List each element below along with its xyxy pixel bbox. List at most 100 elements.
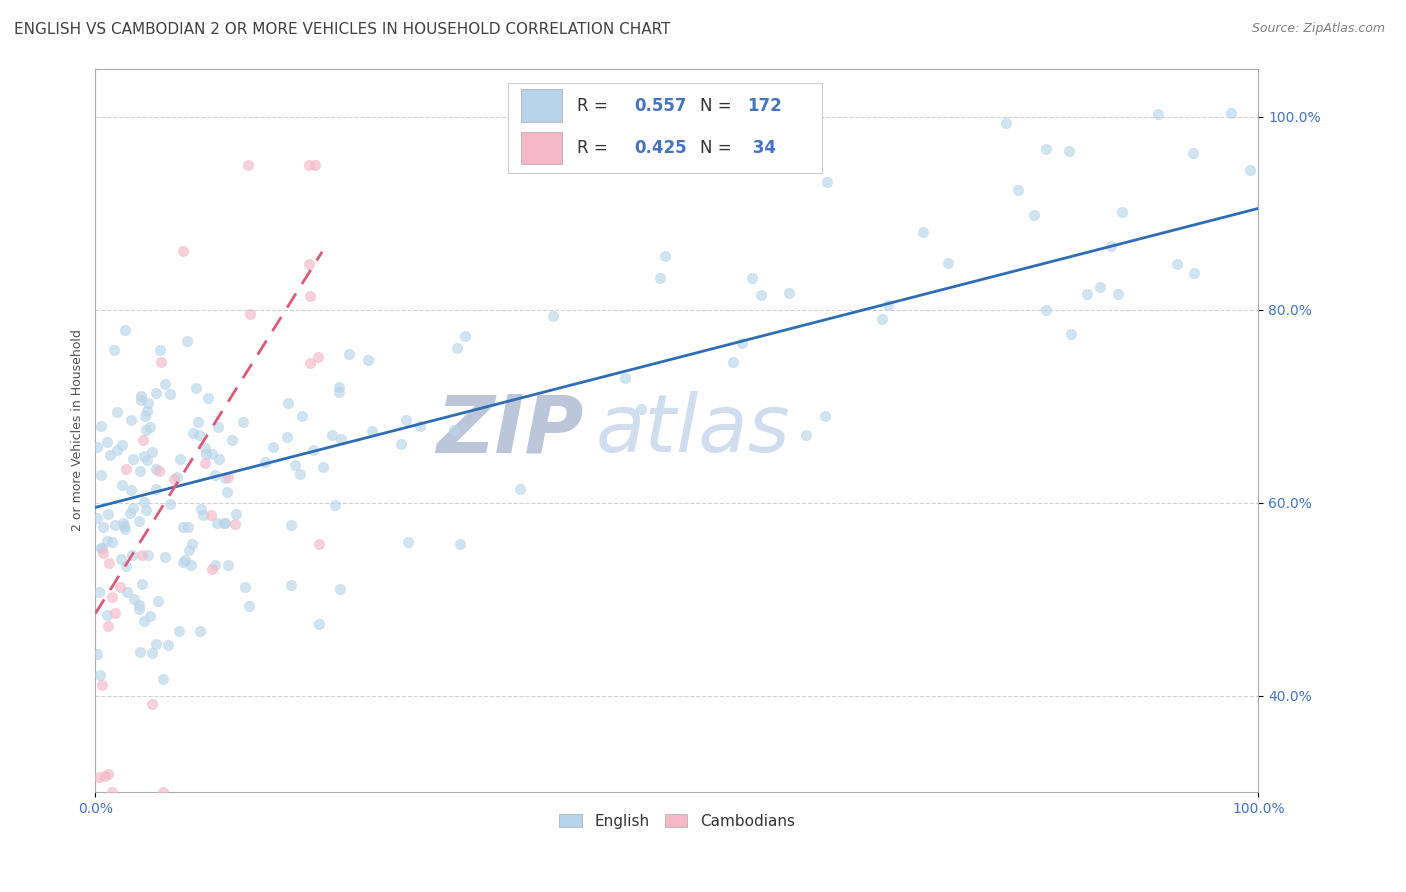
Point bbox=[214, 471, 236, 485]
Point bbox=[1090, 280, 1112, 294]
Point bbox=[280, 517, 302, 532]
Point bbox=[148, 464, 170, 478]
Point bbox=[912, 225, 935, 239]
Point bbox=[153, 377, 176, 392]
Point bbox=[217, 469, 239, 483]
Point bbox=[89, 667, 111, 681]
Point bbox=[329, 582, 352, 597]
Point bbox=[214, 516, 236, 530]
Point bbox=[302, 443, 325, 458]
Y-axis label: 2 or more Vehicles in Household: 2 or more Vehicles in Household bbox=[72, 329, 84, 531]
Point bbox=[101, 785, 124, 799]
Point bbox=[191, 508, 214, 522]
Point bbox=[205, 516, 228, 531]
Text: Source: ZipAtlas.com: Source: ZipAtlas.com bbox=[1251, 22, 1385, 36]
Point bbox=[184, 381, 207, 395]
Point bbox=[201, 447, 224, 461]
Point bbox=[91, 546, 114, 560]
Point bbox=[135, 503, 157, 517]
Point bbox=[120, 413, 142, 427]
Point bbox=[630, 402, 652, 417]
Point bbox=[360, 424, 382, 438]
Point bbox=[141, 445, 163, 459]
Point bbox=[1007, 183, 1029, 197]
Point bbox=[110, 552, 132, 566]
Point bbox=[163, 472, 186, 486]
Point bbox=[321, 427, 343, 442]
Point bbox=[308, 617, 330, 632]
Point bbox=[194, 457, 217, 471]
Point bbox=[90, 541, 112, 556]
Point bbox=[328, 385, 350, 400]
Point bbox=[117, 585, 139, 599]
Point bbox=[101, 590, 124, 604]
Point bbox=[134, 614, 156, 628]
Text: ENGLISH VS CAMBODIAN 2 OR MORE VEHICLES IN HOUSEHOLD CORRELATION CHART: ENGLISH VS CAMBODIAN 2 OR MORE VEHICLES … bbox=[14, 22, 671, 37]
Point bbox=[1182, 266, 1205, 280]
Point bbox=[741, 271, 763, 285]
Point bbox=[254, 455, 277, 469]
Point bbox=[141, 697, 163, 711]
Point bbox=[132, 433, 155, 447]
Point bbox=[1239, 163, 1261, 178]
Point bbox=[97, 619, 120, 633]
Point bbox=[870, 312, 893, 326]
Point bbox=[135, 453, 157, 467]
Point bbox=[172, 520, 194, 534]
Point bbox=[194, 441, 217, 455]
Point bbox=[105, 405, 128, 419]
Point bbox=[232, 415, 254, 429]
Point bbox=[98, 556, 121, 570]
Point bbox=[134, 495, 156, 509]
Point bbox=[90, 419, 112, 434]
Point bbox=[262, 440, 284, 454]
Point bbox=[200, 508, 222, 523]
Point bbox=[86, 440, 108, 454]
Point bbox=[815, 175, 838, 189]
Point bbox=[446, 341, 468, 355]
Point bbox=[124, 592, 146, 607]
Point bbox=[157, 638, 180, 652]
Point bbox=[794, 427, 817, 442]
Point bbox=[86, 511, 108, 525]
Point bbox=[409, 419, 432, 434]
Point bbox=[1181, 145, 1204, 160]
Point bbox=[276, 430, 298, 444]
Point bbox=[128, 601, 150, 615]
Point bbox=[176, 334, 198, 349]
Point bbox=[152, 672, 174, 686]
Point bbox=[357, 353, 380, 368]
Point bbox=[98, 448, 121, 462]
Point bbox=[325, 498, 347, 512]
Point bbox=[288, 467, 311, 481]
Point bbox=[654, 249, 676, 263]
Point bbox=[814, 409, 837, 423]
Point bbox=[187, 415, 209, 429]
Point bbox=[238, 599, 260, 613]
Point bbox=[118, 506, 141, 520]
Point bbox=[1060, 327, 1083, 342]
Point bbox=[145, 637, 167, 651]
Point bbox=[181, 425, 204, 440]
Point bbox=[1219, 106, 1241, 120]
Point bbox=[166, 470, 188, 484]
Point bbox=[90, 541, 112, 556]
Point bbox=[100, 535, 122, 549]
Point bbox=[749, 288, 772, 302]
Point bbox=[329, 433, 352, 447]
Text: ZIP: ZIP bbox=[436, 392, 583, 469]
Point bbox=[304, 158, 326, 172]
Point bbox=[188, 624, 211, 638]
Point bbox=[298, 257, 321, 271]
Point bbox=[541, 309, 564, 323]
Point bbox=[284, 458, 307, 472]
Point bbox=[994, 115, 1017, 129]
Point bbox=[136, 548, 159, 562]
Point bbox=[207, 420, 229, 434]
Point bbox=[778, 286, 800, 301]
Point bbox=[87, 584, 110, 599]
Point bbox=[145, 482, 167, 496]
Point bbox=[91, 519, 114, 533]
Point bbox=[291, 409, 314, 423]
Point bbox=[1022, 208, 1045, 222]
